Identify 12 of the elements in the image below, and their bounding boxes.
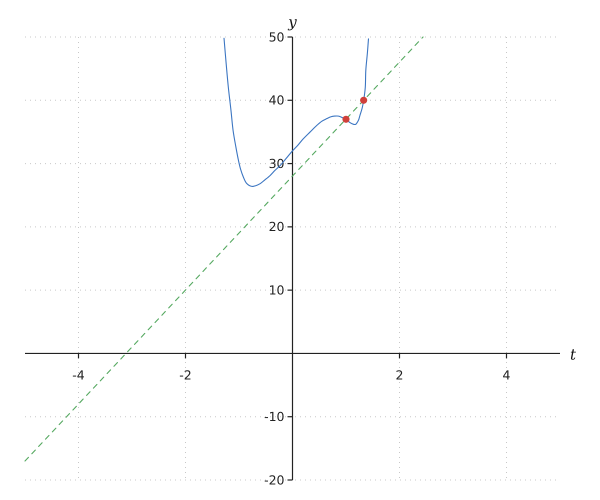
y-tick-label: 20 xyxy=(268,219,285,234)
x-tick-label: 2 xyxy=(396,367,404,382)
x-tick-label: 4 xyxy=(502,367,511,382)
y-tick-label: 10 xyxy=(268,282,285,298)
y-tick-label: -20 xyxy=(264,472,285,488)
x-tick-label: -2 xyxy=(179,367,192,382)
y-tick-label: 40 xyxy=(268,92,285,108)
y-tick-label: -10 xyxy=(264,409,285,424)
y-tick-label: 50 xyxy=(268,29,285,44)
x-tick-label: -4 xyxy=(72,367,85,382)
x-axis-title: t xyxy=(570,345,577,364)
y-axis-title: y xyxy=(287,13,298,31)
